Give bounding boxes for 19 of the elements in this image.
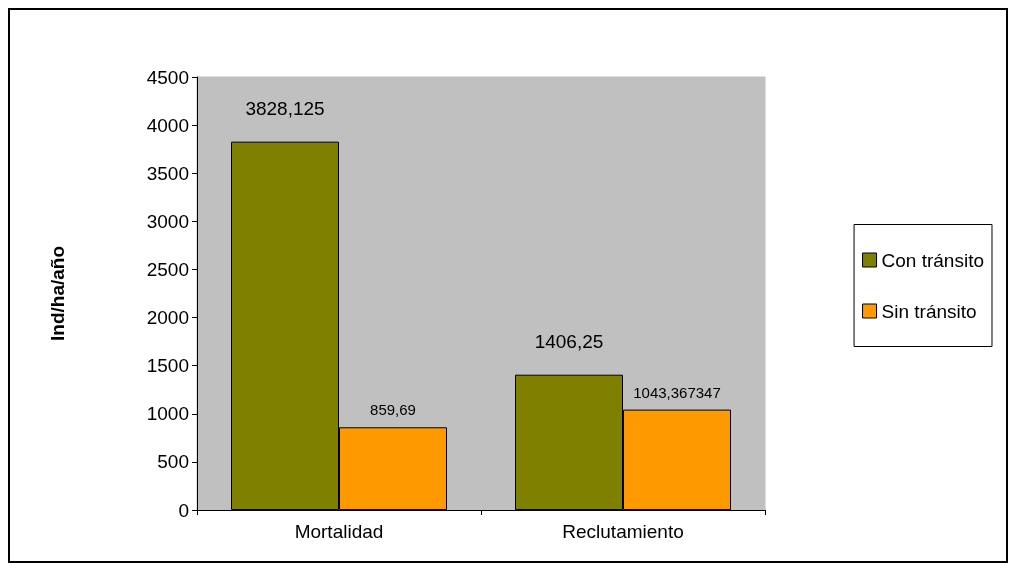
legend-label: Sin tránsito [881,300,977,322]
y-tick-label: 500 [157,451,189,473]
y-tick-label: 0 [178,499,189,521]
y-tick-label: 1500 [146,355,189,377]
y-tick-label: 2500 [146,258,189,280]
y-tick-label: 3000 [146,210,189,232]
y-tick-label: 1000 [146,403,189,425]
data-label: 859,69 [370,401,416,419]
data-label: 1043,367347 [633,383,721,401]
x-tick-label: Mortalidad [294,521,384,542]
x-tick-label: Reclutamiento [562,521,684,542]
y-tick-label: 3500 [146,162,189,184]
legend-label: Con tránsito [881,249,985,271]
y-axis-title: Ind/ha/año [47,246,68,341]
y-tick-label: 4500 [146,66,189,88]
data-label: 3828,125 [245,97,325,119]
data-label: 1406,25 [534,330,604,352]
y-tick-label: 4000 [146,114,189,136]
y-tick-label: 2000 [146,307,189,329]
